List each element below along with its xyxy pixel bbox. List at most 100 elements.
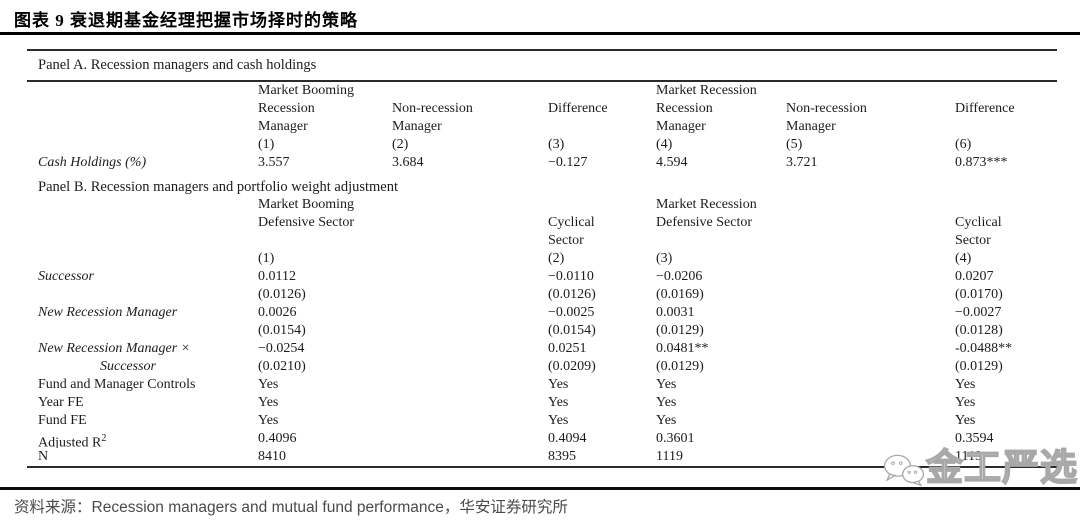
table-cell: 0.4096 (258, 431, 297, 446)
table-cell: 1119 (656, 449, 683, 464)
table-cell: (0.0210) (258, 359, 306, 374)
table-cell: (0.0170) (955, 287, 1003, 302)
column-header: Defensive Sector (258, 215, 355, 230)
group-header-market-booming: Market Booming (258, 197, 355, 212)
row-label: Year FE (38, 395, 84, 410)
table-cell: Yes (955, 395, 976, 410)
table-cell: 3.684 (392, 155, 424, 170)
table-cell: 3.557 (258, 155, 290, 170)
table-cell: 0.0026 (258, 305, 297, 320)
table-cell: 8410 (258, 449, 286, 464)
panel-a-title: Panel A. Recession managers and cash hol… (38, 57, 317, 73)
table-cell (27, 250, 258, 268)
results-table: Panel A. Recession managers and cash hol… (27, 49, 1057, 468)
table-cell (27, 196, 258, 214)
table-row-cash-holdings: Cash Holdings (%) 3.557 3.684 −0.127 4.5… (27, 154, 1057, 172)
column-number: (3) (656, 251, 673, 266)
row-label: Adjusted R2 (38, 433, 107, 448)
column-number: (6) (955, 137, 972, 152)
source-label: 资料来源： (14, 499, 92, 516)
panel-b-group-row: Market Booming Market Recession (27, 196, 1057, 214)
table-cell: 0.0207 (955, 269, 994, 284)
column-header: Recession Manager (258, 101, 315, 134)
table-cell: −0.0110 (548, 269, 594, 284)
table-row-n: N 8410 8395 1119 1119 (27, 448, 1057, 466)
row-label: Successor (100, 359, 156, 374)
group-header-market-recession: Market Recession (656, 83, 757, 98)
table-cell: Yes (955, 377, 976, 392)
table-cell: Yes (548, 413, 569, 428)
column-number: (4) (955, 251, 972, 266)
footer-divider-rule (0, 487, 1080, 490)
source-text: Recession managers and mutual fund perfo… (91, 499, 568, 516)
column-header: Defensive Sector (656, 215, 753, 230)
table-cell: 1119 (955, 449, 982, 464)
column-header: Cyclical Sector (955, 215, 1002, 248)
table-cell: (0.0169) (656, 287, 704, 302)
table-cell: Yes (548, 395, 569, 410)
table-cell: -0.0488** (955, 341, 1013, 356)
table-row-new-recession-manager-se: (0.0154) (0.0154) (0.0129) (0.0128) (27, 322, 1057, 340)
title-divider-rule (0, 32, 1080, 35)
table-cell: (0.0154) (258, 323, 306, 338)
panel-a-group-row: Market Booming Market Recession (27, 82, 1057, 100)
table-cell (27, 136, 258, 154)
panel-b-column-header-row: Defensive Sector Cyclical Sector Defensiv… (27, 214, 1057, 250)
table-row-successor-se: (0.0126) (0.0126) (0.0169) (0.0170) (27, 286, 1057, 304)
table-cell: (0.0154) (548, 323, 596, 338)
table-row-new-recession-manager: New Recession Manager 0.0026 −0.0025 0.0… (27, 304, 1057, 322)
table-cell: 0.0112 (258, 269, 296, 284)
table-cell: 4.594 (656, 155, 688, 170)
table-cell: 0.0251 (548, 341, 587, 356)
column-number: (2) (392, 137, 409, 152)
row-label (27, 322, 258, 340)
table-row-adjusted-r2: Adjusted R2 0.4096 0.4094 0.3601 0.3594 (27, 430, 1057, 448)
table-cell: (0.0126) (258, 287, 306, 302)
table-cell: (0.0129) (955, 359, 1003, 374)
table-cell: 0.3601 (656, 431, 695, 446)
column-number: (1) (258, 251, 275, 266)
column-number: (2) (548, 251, 565, 266)
table-cell: −0.127 (548, 155, 588, 170)
table-cell: 0.0031 (656, 305, 695, 320)
table-row-controls: Fund and Manager Controls Yes Yes Yes Ye… (27, 376, 1057, 394)
row-label (27, 286, 258, 304)
row-label: Successor (38, 269, 94, 284)
table-cell: 0.4094 (548, 431, 587, 446)
figure-title: 图表 9 衰退期基金经理把握市场择时的策略 (14, 11, 358, 30)
table-cell (27, 100, 258, 136)
table-cell (27, 214, 258, 250)
table-row-interaction-se: Successor (0.0210) (0.0209) (0.0129) (0.… (27, 358, 1057, 376)
table-cell: 0.0481** (656, 341, 709, 356)
table-cell: Yes (656, 413, 677, 428)
table-cell: Yes (258, 395, 279, 410)
table-cell: Yes (656, 395, 677, 410)
panel-a-column-header-row: Recession Manager Non-recession Manager Di… (27, 100, 1057, 136)
table-cell: (0.0209) (548, 359, 596, 374)
table-row-interaction: New Recession Manager × −0.0254 0.0251 0… (27, 340, 1057, 358)
column-header: Difference (548, 101, 608, 116)
table-cell: 0.3594 (955, 431, 994, 446)
source-line: 资料来源：Recession managers and mutual fund … (14, 495, 568, 517)
table-cell: Yes (258, 377, 279, 392)
table-cell: (0.0128) (955, 323, 1003, 338)
table-cell: (0.0129) (656, 359, 704, 374)
column-header: Difference (955, 101, 1015, 116)
panel-a-header-rule (27, 80, 1057, 82)
table-cell: −0.0206 (656, 269, 703, 284)
table-cell: (0.0129) (656, 323, 704, 338)
panel-b-title: Panel B. Recession managers and portfoli… (38, 179, 399, 195)
table-row-successor: Successor 0.0112 −0.0110 −0.0206 0.0207 (27, 268, 1057, 286)
table-cell: 8395 (548, 449, 576, 464)
column-header: Cyclical Sector (548, 215, 595, 248)
table-cell: −0.0027 (955, 305, 1002, 320)
row-label: Fund FE (38, 413, 87, 428)
superscript: 2 (101, 433, 107, 444)
table-cell: 0.873*** (955, 155, 1008, 170)
column-number: (1) (258, 137, 275, 152)
table-row-year-fe: Year FE Yes Yes Yes Yes (27, 394, 1057, 412)
table-row-fund-fe: Fund FE Yes Yes Yes Yes (27, 412, 1057, 430)
table-cell: Yes (656, 377, 677, 392)
column-number: (3) (548, 137, 565, 152)
